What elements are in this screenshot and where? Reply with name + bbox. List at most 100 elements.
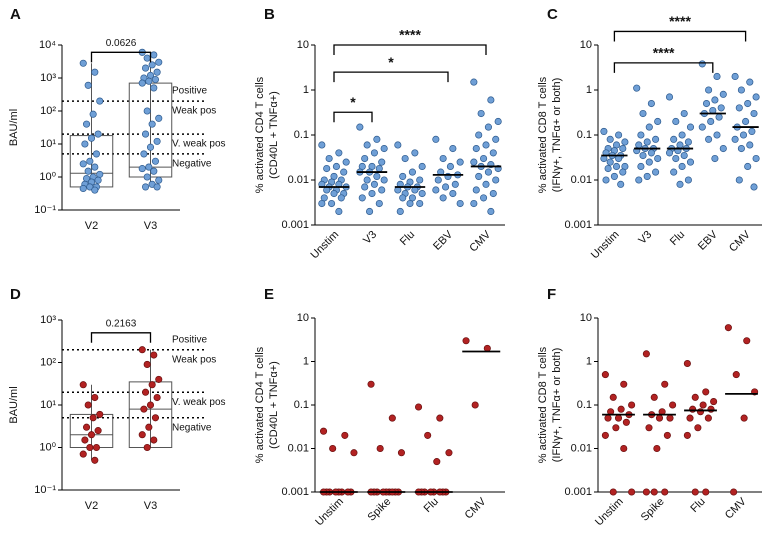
panel-label: D — [10, 286, 21, 303]
x-tick-label: V2 — [85, 220, 98, 232]
data-point — [482, 180, 490, 188]
data-point — [669, 401, 677, 409]
data-point — [155, 375, 163, 383]
data-point — [350, 449, 358, 457]
data-point — [330, 189, 338, 198]
data-point — [146, 143, 155, 151]
data-point — [744, 162, 752, 171]
x-tick-label: CMV — [463, 495, 489, 521]
y-tick-label: 10 — [297, 312, 309, 324]
data-point — [719, 90, 727, 98]
y-tick-label: 10 — [580, 39, 592, 51]
y-axis-label: BAU/ml — [8, 109, 20, 146]
data-point — [335, 149, 343, 157]
data-point — [740, 414, 748, 422]
data-point — [442, 183, 450, 191]
data-point — [318, 141, 326, 149]
x-tick-label: V3 — [361, 229, 379, 247]
y-axis-label: % activated CD4 T cells — [254, 346, 266, 463]
data-point — [735, 176, 743, 184]
data-point — [79, 160, 87, 168]
data-point — [367, 380, 375, 388]
data-point — [489, 189, 497, 198]
data-point — [96, 410, 104, 418]
data-point — [91, 163, 99, 171]
data-point — [748, 127, 756, 135]
data-point — [319, 427, 328, 435]
data-point — [645, 123, 653, 131]
data-point — [707, 117, 715, 126]
data-point — [432, 135, 440, 143]
data-point — [606, 135, 614, 143]
data-point — [394, 141, 402, 149]
data-point — [484, 168, 492, 176]
data-point — [358, 194, 366, 202]
data-point — [151, 157, 160, 165]
y-tick-label: 0.001 — [281, 486, 309, 498]
x-tick-label: Flu — [398, 229, 417, 248]
data-point — [79, 381, 87, 389]
data-point — [82, 423, 91, 431]
data-point — [707, 405, 715, 413]
data-point — [401, 154, 409, 163]
data-point — [699, 401, 707, 409]
y-tick-label: 0.01 — [288, 174, 309, 186]
data-point — [487, 96, 495, 104]
data-point — [361, 154, 369, 163]
significance-bracket — [90, 51, 152, 63]
data-point — [143, 107, 151, 115]
y-axis-label: (CD40L + TNFα+) — [268, 361, 280, 449]
data-point — [752, 154, 760, 163]
data-point — [477, 109, 485, 118]
data-point — [698, 60, 706, 68]
data-point — [82, 120, 91, 128]
data-point — [680, 109, 688, 118]
data-point — [471, 401, 479, 409]
data-point — [484, 123, 492, 131]
significance-label: **** — [669, 13, 691, 29]
data-point — [155, 176, 163, 184]
data-point — [655, 414, 664, 422]
data-point — [418, 162, 426, 171]
significance-label: 0.0626 — [106, 38, 137, 49]
data-point — [628, 488, 636, 496]
data-point — [645, 158, 653, 166]
y-tick-label: 10⁰ — [39, 171, 56, 183]
data-point — [363, 141, 371, 149]
data-point — [639, 109, 647, 118]
data-point — [492, 135, 500, 143]
data-point — [750, 109, 758, 118]
data-point — [475, 172, 483, 180]
data-point — [356, 123, 364, 131]
data-point — [705, 135, 713, 143]
data-point — [737, 144, 745, 153]
y-tick-label: 1 — [303, 355, 309, 367]
data-point — [642, 488, 650, 496]
data-point — [639, 151, 647, 160]
data-point — [482, 141, 490, 149]
x-tick-label: V3 — [144, 500, 157, 512]
data-point — [604, 414, 612, 422]
data-point — [87, 134, 96, 142]
data-point — [329, 444, 337, 453]
data-point — [713, 131, 721, 139]
data-point — [368, 189, 376, 198]
data-point — [732, 371, 740, 379]
data-point — [652, 168, 660, 176]
data-point — [472, 144, 480, 153]
data-point — [150, 51, 158, 59]
data-point — [612, 424, 620, 432]
data-point — [84, 81, 92, 89]
data-point — [418, 189, 426, 198]
y-tick-label: 0.1 — [294, 129, 309, 141]
significance-bracket — [613, 30, 747, 42]
data-point — [702, 99, 711, 108]
data-point — [601, 371, 609, 379]
panel-label: A — [10, 6, 21, 23]
data-point — [645, 424, 653, 432]
data-point — [686, 158, 695, 166]
data-point — [373, 172, 381, 180]
data-point — [375, 164, 383, 173]
data-point — [81, 436, 89, 444]
y-tick-label: 0.1 — [577, 399, 592, 411]
